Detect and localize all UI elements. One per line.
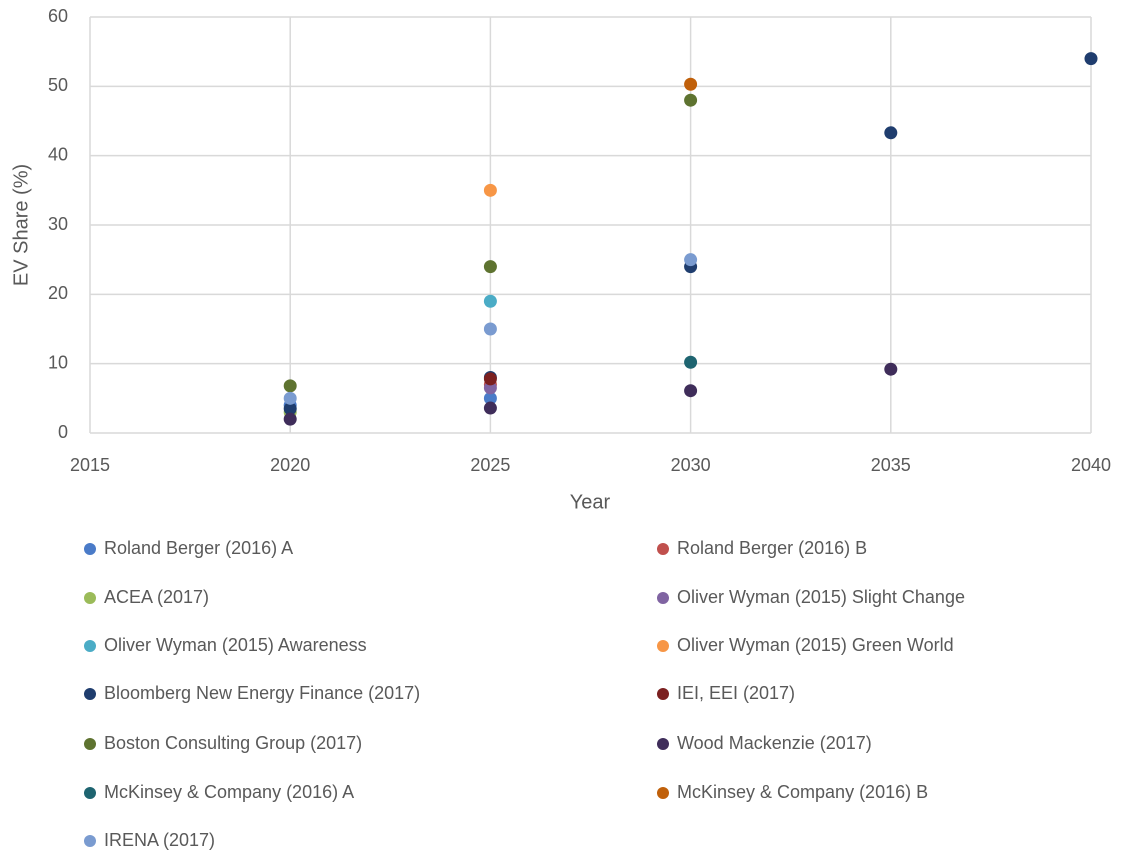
- legend-marker: [84, 835, 96, 847]
- x-axis-label: Year: [570, 491, 611, 513]
- legend-marker: [84, 543, 96, 555]
- point: [684, 253, 698, 267]
- point: [483, 260, 497, 274]
- legend-label: McKinsey & Company (2016) A: [104, 782, 354, 802]
- legend-label: McKinsey & Company (2016) B: [677, 782, 928, 802]
- point: [483, 391, 497, 405]
- point: [283, 379, 297, 393]
- point: [483, 322, 497, 336]
- point: [283, 412, 297, 426]
- point: [684, 384, 698, 398]
- legend-label: Bloomberg New Energy Finance (2017): [104, 683, 420, 703]
- point: [483, 183, 497, 197]
- x-tick-label: 2035: [871, 455, 911, 475]
- legend-marker: [84, 592, 96, 604]
- point: [483, 401, 497, 415]
- legend-marker: [84, 738, 96, 750]
- point: [483, 381, 497, 395]
- point: [283, 402, 297, 416]
- legend-label: Wood Mackenzie (2017): [677, 733, 872, 753]
- legend-marker: [84, 787, 96, 799]
- legend-label: Roland Berger (2016) B: [677, 538, 867, 558]
- y-axis-label: EV Share (%): [10, 164, 32, 286]
- legend-label: IRENA (2017): [104, 830, 215, 850]
- point: [684, 355, 698, 369]
- legend-marker: [657, 787, 669, 799]
- legend-label: ACEA (2017): [104, 587, 209, 607]
- x-tick-label: 2030: [671, 455, 711, 475]
- point: [483, 372, 497, 386]
- x-tick-label: 2015: [70, 455, 110, 475]
- legend-marker: [84, 688, 96, 700]
- legend-label: Roland Berger (2016) A: [104, 538, 293, 558]
- legend-label: IEI, EEI (2017): [677, 683, 795, 703]
- y-tick-label: 20: [48, 283, 68, 303]
- legend-label: Boston Consulting Group (2017): [104, 733, 362, 753]
- x-tick-label: 2020: [270, 455, 310, 475]
- legend-marker: [657, 738, 669, 750]
- point: [684, 77, 698, 91]
- y-tick-label: 0: [58, 422, 68, 442]
- legend-label: Oliver Wyman (2015) Green World: [677, 635, 954, 655]
- legend-marker: [84, 640, 96, 652]
- y-tick-label: 60: [48, 6, 68, 26]
- legend-marker: [657, 688, 669, 700]
- point: [483, 294, 497, 308]
- y-tick-label: 30: [48, 214, 68, 234]
- point: [1084, 52, 1098, 66]
- point: [283, 391, 297, 405]
- legend-marker: [657, 640, 669, 652]
- point: [884, 126, 898, 140]
- y-tick-label: 50: [48, 75, 68, 95]
- y-tick-label: 10: [48, 352, 68, 372]
- legend-label: Oliver Wyman (2015) Awareness: [104, 635, 367, 655]
- point: [684, 93, 698, 107]
- legend-marker: [657, 543, 669, 555]
- legend-marker: [657, 592, 669, 604]
- legend-label: Oliver Wyman (2015) Slight Change: [677, 587, 965, 607]
- x-tick-label: 2025: [470, 455, 510, 475]
- y-tick-label: 40: [48, 144, 68, 164]
- point: [884, 362, 898, 376]
- x-tick-label: 2040: [1071, 455, 1111, 475]
